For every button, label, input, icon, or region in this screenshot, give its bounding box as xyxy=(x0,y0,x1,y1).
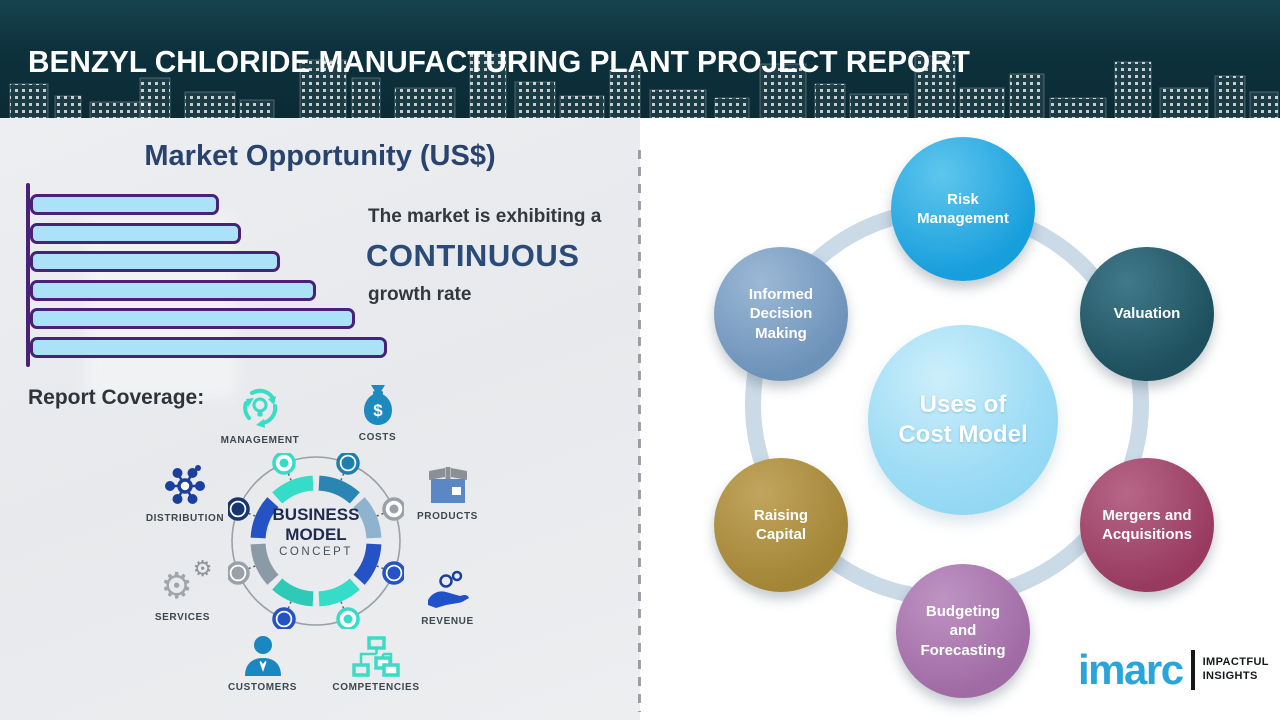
imarc-wordmark: imarc xyxy=(1078,646,1184,694)
products-icon xyxy=(428,467,467,503)
bar-3 xyxy=(30,251,280,272)
bar-1 xyxy=(30,194,220,215)
growth-text-emphasis: CONTINUOUS xyxy=(366,238,580,273)
coverage-item-costs: $ COSTS xyxy=(330,382,425,443)
bubble-informed-decision-making: Informed Decision Making xyxy=(714,247,848,381)
header-banner: BENZYL CHLORIDE MANUFACTURING PLANT PROJ… xyxy=(0,0,1280,118)
dashed-divider xyxy=(638,150,641,712)
chart-title: Market Opportunity (US$) xyxy=(144,140,496,172)
customers-icon xyxy=(244,636,281,676)
growth-text-line2: growth rate xyxy=(368,284,472,305)
bubble-mergers-acquisitions: Mergers and Acquisitions xyxy=(1080,458,1214,592)
logo-divider-bar xyxy=(1190,650,1195,690)
center-circle-uses-of-cost-model: Uses of Cost Model xyxy=(868,325,1058,515)
coverage-item-management: MANAGEMENT xyxy=(205,385,315,446)
coverage-item-products: PRODUCTS xyxy=(395,465,500,522)
bar-5 xyxy=(30,308,355,329)
costs-icon: $ xyxy=(363,385,392,425)
svg-text:$: $ xyxy=(373,401,383,420)
bubble-raising-capital: Raising Capital xyxy=(714,458,848,592)
bubble-budgeting-forecasting: Budgeting and Forecasting xyxy=(896,564,1030,698)
coverage-item-customers: CUSTOMERS xyxy=(210,634,315,693)
business-model-diagram xyxy=(228,453,404,629)
distribution-icon xyxy=(165,465,205,504)
bar-4 xyxy=(30,279,316,301)
competencies-icon xyxy=(352,636,400,677)
revenue-icon xyxy=(427,570,469,608)
imarc-logo: imarc IMPACTFUL INSIGHTS xyxy=(1078,646,1269,694)
growth-text-line1: The market is exhibiting a xyxy=(368,206,602,227)
report-coverage-heading: Report Coverage: xyxy=(28,386,205,409)
bubble-risk-management: Risk Management xyxy=(891,137,1035,281)
coverage-item-services: ⚙ ⚙ ⚙ SERVICES xyxy=(154,556,213,624)
city-skyline-graphic xyxy=(9,53,1279,118)
bar-chart-axis xyxy=(26,183,30,367)
coverage-item-competencies: COMPETENCIES xyxy=(320,636,432,693)
page-title: BENZYL CHLORIDE MANUFACTURING PLANT PROJ… xyxy=(28,44,970,79)
coverage-item-revenue: REVENUE xyxy=(395,568,500,627)
services-icon: ⚙ ⚙ ⚙ xyxy=(156,556,213,608)
management-icon xyxy=(243,388,278,428)
market-opportunity-bar-chart xyxy=(30,194,392,362)
bar-6 xyxy=(30,336,387,358)
business-model-label: BUSINESS MODEL CONCEPT xyxy=(272,505,360,559)
bar-2 xyxy=(30,222,241,244)
bubble-valuation: Valuation xyxy=(1080,247,1214,381)
coverage-item-distribution: DISTRIBUTION xyxy=(130,463,240,524)
logo-tagline: IMPACTFUL INSIGHTS xyxy=(1202,656,1269,682)
